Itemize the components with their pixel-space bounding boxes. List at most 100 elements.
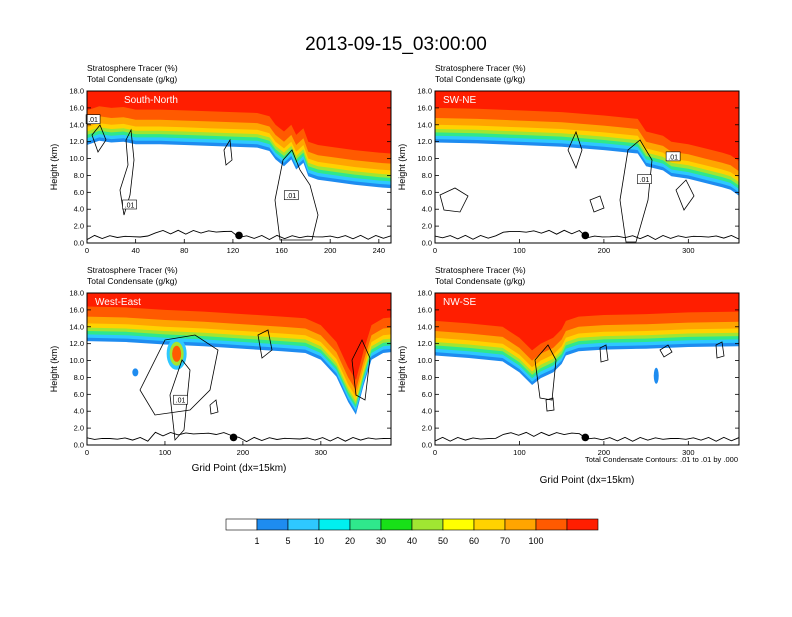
y-tick-label: 6.0 [74,188,84,197]
y-tick-label: 2.0 [422,424,432,433]
y-tick-label: 12.0 [417,339,432,348]
condensate-contour [139,334,219,416]
legend-label: 100 [528,536,543,546]
x-tick-label: 160 [275,246,288,255]
legend-label: 70 [500,536,510,546]
plot-frame [86,90,392,244]
field-label-tracer: Stratosphere Tracer (%) [435,265,526,275]
y-tick-label: 12.0 [417,137,432,146]
legend-label: 30 [376,536,386,546]
y-tick-label: 0.0 [74,441,84,450]
plot-frame [434,90,740,244]
tracer-field [435,91,739,243]
condensate-contour [534,344,557,401]
field-label-condensate: Total Condensate (g/kg) [435,74,525,84]
plot-frame [86,292,392,446]
y-tick-label: 8.0 [422,171,432,180]
x-tick-label: 0 [433,246,437,255]
figure-title: 2013-09-15_03:00:00 [305,34,487,55]
legend-label: 40 [407,536,417,546]
contour-label: .01 [668,154,678,161]
y-tick-label: 18.0 [417,87,432,96]
legend-label: 60 [469,536,479,546]
plot-frame [434,292,740,446]
y-tick-label: 6.0 [74,390,84,399]
condensate-contour [599,344,609,363]
location-marker [235,231,243,240]
x-tick-label: 100 [513,246,526,255]
field-label-condensate: Total Condensate (g/kg) [87,74,177,84]
field-label-tracer: Stratosphere Tracer (%) [435,63,526,73]
x-tick-label: 300 [682,448,695,457]
condensate-contour [715,341,725,359]
contour-label-box [173,394,188,405]
x-axis-label: Grid Point (dx=15km) [540,475,635,486]
contour-label: .01 [125,203,135,210]
panel-sw-ne: .01 .01 SW-NE Stratosphere Tracer (%)Total … [397,63,740,255]
legend-label: 5 [285,536,290,546]
y-tick-label: 16.0 [69,103,84,112]
legend-swatch [380,518,413,531]
y-tick-label: 14.0 [417,120,432,129]
condensate-contour [274,149,319,241]
panel-label: South-North [124,95,178,106]
field-label-condensate: Total Condensate (g/kg) [87,276,177,286]
x-tick-label: 200 [598,246,611,255]
y-tick-label: 18.0 [69,289,84,298]
x-tick-label: 100 [513,448,526,457]
condensate-contour [545,397,555,412]
contour-label-box [283,190,299,201]
terrain-line [87,229,391,241]
field-label-condensate: Total Condensate (g/kg) [435,276,525,286]
y-tick-label: 0.0 [422,239,432,248]
condensate-contour [351,339,371,401]
y-tick-label: 16.0 [417,305,432,314]
x-tick-label: 100 [159,448,172,457]
y-axis-label: Height (km) [49,144,59,191]
tracer-field [87,91,391,241]
field-label-tracer: Stratosphere Tracer (%) [87,63,178,73]
condensate-contour [91,124,107,153]
location-marker [229,433,238,442]
y-tick-label: 2.0 [74,424,84,433]
y-axis-label: Height (km) [49,346,59,393]
location-marker [581,433,590,442]
panel-label: West-East [95,297,141,308]
x-tick-label: 300 [682,246,695,255]
x-tick-label: 240 [373,246,386,255]
x-tick-label: 80 [180,246,188,255]
y-tick-label: 14.0 [69,322,84,331]
y-tick-label: 10.0 [69,356,84,365]
contour-note: Total Condensate Contours: .01 to .01 by… [585,455,738,464]
condensate-contour [257,329,273,359]
legend-swatch [287,518,320,531]
legend-label: 10 [314,536,324,546]
tracer-blob [172,345,182,362]
y-tick-label: 18.0 [69,87,84,96]
y-tick-label: 16.0 [69,305,84,314]
tracer-core [435,293,739,351]
condensate-contour [659,344,673,358]
y-tick-label: 14.0 [417,322,432,331]
contour-label-box [122,199,137,210]
legend-swatch [318,518,351,531]
contour-label: .01 [640,177,650,184]
legend-swatch [473,518,506,531]
x-tick-label: 200 [598,448,611,457]
y-tick-label: 12.0 [69,339,84,348]
y-tick-label: 8.0 [422,373,432,382]
contour-label: .01 [88,117,98,124]
panel-label: SW-NE [443,95,476,106]
y-tick-label: 0.0 [74,239,84,248]
y-tick-label: 10.0 [69,154,84,163]
x-tick-label: 200 [324,246,337,255]
x-tick-label: 120 [227,246,240,255]
legend-swatch [535,518,568,531]
legend-swatch [411,518,444,531]
x-tick-label: 0 [85,448,89,457]
x-tick-label: 40 [131,246,139,255]
y-axis-label: Height (km) [397,346,407,393]
y-tick-label: 8.0 [74,373,84,382]
tracer-core [435,91,739,162]
